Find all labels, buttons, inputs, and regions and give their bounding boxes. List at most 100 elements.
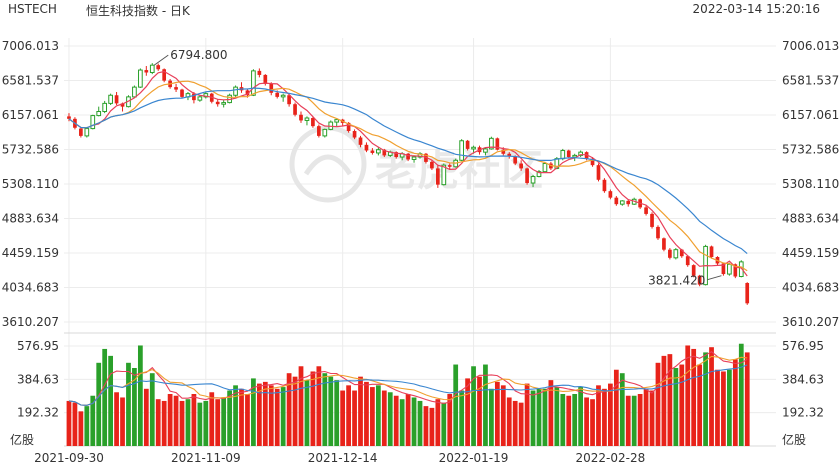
candle-body [513, 156, 518, 164]
candle-body [644, 207, 648, 214]
volume-bar [161, 400, 167, 446]
candle-body [257, 70, 262, 75]
candle-body [67, 116, 71, 119]
candle-body [358, 137, 363, 145]
volume-bar [245, 394, 250, 446]
volume-bar [411, 397, 417, 446]
candle-body [691, 265, 696, 276]
volume-bar [185, 399, 191, 446]
volume-bar [542, 388, 548, 446]
volume-bar [167, 394, 173, 446]
candle-body [411, 156, 417, 160]
chart-header: HSTECH 恒生科技指数 - 日K 2022-03-14 15:20:16 [0, 0, 840, 20]
volume-bar [286, 373, 292, 446]
volume-bar [429, 407, 435, 446]
annotations: 6794.800 3821.420 [153, 48, 722, 288]
candle-body [650, 213, 654, 227]
candle-body [192, 93, 196, 101]
volume-bar [239, 388, 244, 446]
candle-body [293, 104, 297, 115]
volume-bar [631, 395, 637, 446]
volume-tick-label: 192.32 [782, 406, 824, 420]
candle-body [560, 150, 566, 160]
low-marker-line [707, 275, 722, 281]
candle-body [733, 264, 738, 277]
candle-body [162, 69, 167, 81]
candle-body [495, 138, 500, 150]
candle-body [602, 179, 607, 192]
volume-bar [304, 380, 310, 446]
candle-body [138, 69, 143, 88]
volume-bar [703, 352, 708, 446]
price-tick-label: 6157.061 [2, 108, 59, 122]
price-tick-label: 3610.207 [2, 315, 59, 329]
price-tick-label: 4459.159 [782, 246, 839, 260]
candle-body [174, 87, 178, 90]
volume-bar [560, 394, 566, 446]
volume-bar [132, 368, 137, 446]
volume-bar [352, 390, 357, 446]
ma5-line [68, 70, 748, 277]
volume-bar [500, 385, 506, 446]
candle-body [102, 102, 108, 113]
candle-body [96, 111, 102, 117]
volume-bar [483, 364, 488, 446]
volume-bar [697, 364, 703, 446]
price-tick-label: 5732.586 [2, 142, 59, 156]
candle-body [673, 249, 679, 259]
candle-body [322, 128, 328, 137]
candle-body [483, 148, 488, 153]
volume-bar [548, 380, 554, 446]
volume-bar [364, 381, 369, 446]
volume-bar [566, 395, 572, 446]
candle-body [489, 137, 494, 150]
volume-bar [370, 387, 375, 446]
candle-body [727, 263, 732, 275]
volume-bar [120, 397, 125, 446]
volume-bar [524, 383, 530, 446]
volume-bar [203, 400, 209, 446]
price-tick-label: 4883.634 [2, 212, 59, 226]
volume-tick-label: 384.63 [17, 372, 59, 386]
vol-ma5-line [68, 351, 748, 406]
volume-axis: 576.95 576.95 384.63 384.63 192.32 192.32 亿股 亿股 [10, 339, 824, 447]
volume-bar [227, 390, 232, 446]
volume-bar [477, 376, 482, 446]
date-tick-label: 2022-02-28 [576, 451, 646, 465]
volume-bar [381, 390, 387, 446]
volume-bar [744, 352, 750, 446]
volume-bar [215, 399, 221, 446]
volume-bar [96, 362, 102, 446]
candle-body [578, 151, 583, 156]
candle-body [364, 144, 369, 151]
candle-body [245, 90, 250, 96]
volume-bar [471, 366, 476, 446]
volume-bar [405, 394, 411, 446]
high-marker-line [153, 54, 169, 66]
volume-bar [209, 392, 215, 446]
price-tick-label: 7006.013 [782, 39, 839, 53]
candle-body [263, 74, 268, 84]
candle-body [120, 103, 125, 107]
candle-body [280, 94, 286, 98]
timestamp: 2022-03-14 15:20:16 [692, 2, 820, 16]
candle-body [566, 150, 571, 158]
candle-body [382, 149, 387, 156]
volume-bar [613, 369, 619, 446]
candle-body [221, 102, 227, 105]
volume-bar [387, 392, 393, 446]
price-tick-label: 5308.110 [782, 177, 839, 191]
candle-body [144, 70, 149, 73]
candle-body [679, 249, 684, 257]
candle-body [662, 238, 666, 250]
volume-bar [143, 388, 149, 446]
volume-bars [66, 343, 750, 446]
candle-body [114, 95, 119, 104]
vol-ma10-line [68, 355, 748, 406]
volume-bar [447, 394, 453, 446]
volume-bar [536, 388, 542, 446]
candle-body [334, 119, 340, 123]
volume-bar [340, 390, 346, 446]
volume-bar [191, 394, 197, 446]
